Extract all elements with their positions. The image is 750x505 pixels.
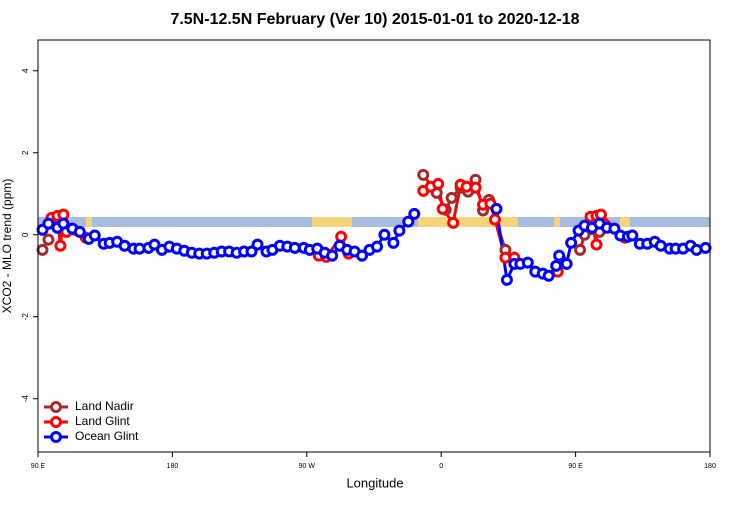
data-point xyxy=(560,257,573,270)
background-band xyxy=(38,217,710,227)
x-tick-label: 0 xyxy=(439,463,443,470)
data-point xyxy=(521,256,534,269)
plot-area xyxy=(36,168,712,286)
x-axis-label: Longitude xyxy=(346,475,403,490)
data-point xyxy=(402,215,415,228)
data-point xyxy=(626,229,639,242)
legend-label: Land Glint xyxy=(75,414,130,428)
x-tick-label: 180 xyxy=(704,463,716,470)
legend-label: Ocean Glint xyxy=(75,429,139,443)
data-point xyxy=(550,259,563,272)
data-point xyxy=(335,230,348,243)
y-tick-label: 2 xyxy=(21,150,30,155)
data-point xyxy=(553,249,566,262)
x-tick-label: 90 E xyxy=(568,463,583,470)
y-tick-label: 0 xyxy=(21,232,30,237)
data-point xyxy=(356,249,369,262)
data-point xyxy=(542,269,555,282)
data-point xyxy=(447,216,460,229)
data-point xyxy=(54,239,67,252)
data-point xyxy=(469,181,482,194)
data-point xyxy=(393,224,406,237)
plot-frame xyxy=(37,39,711,453)
data-point xyxy=(42,217,55,230)
data-point xyxy=(370,240,383,253)
data-point xyxy=(445,191,458,204)
data-point xyxy=(590,238,603,251)
y-tick-label: -2 xyxy=(21,313,30,321)
data-point xyxy=(378,228,391,241)
y-tick-label: -4 xyxy=(21,395,30,403)
data-point xyxy=(574,243,587,256)
data-point xyxy=(326,249,339,262)
data-point xyxy=(699,241,712,254)
data-point xyxy=(488,213,501,226)
data-point xyxy=(73,225,86,238)
data-point xyxy=(251,238,264,251)
data-point xyxy=(417,168,430,181)
data-point xyxy=(500,273,513,286)
data-point xyxy=(490,202,503,215)
data-point xyxy=(608,222,621,235)
data-point xyxy=(436,202,449,215)
data-point xyxy=(245,245,258,258)
series-line xyxy=(50,181,626,272)
x-tick-label: 90 W xyxy=(299,463,316,470)
series-line xyxy=(41,173,600,251)
x-tick-label: 180 xyxy=(167,463,179,470)
data-point xyxy=(88,229,101,242)
y-tick-label: 4 xyxy=(21,68,30,73)
data-point xyxy=(42,233,55,246)
data-point xyxy=(387,236,400,249)
data-point xyxy=(432,177,445,190)
data-point xyxy=(36,243,49,256)
legend-marker xyxy=(50,416,62,428)
chart-title: 7.5N-12.5N February (Ver 10) 2015-01-01 … xyxy=(170,11,579,28)
data-point xyxy=(565,236,578,249)
data-point xyxy=(57,217,70,230)
x-tick-label: 90 E xyxy=(31,463,46,470)
data-point xyxy=(408,207,421,220)
data-point xyxy=(594,208,607,221)
y-axis-label: XCO2 - MLO trend (ppm) xyxy=(0,179,14,314)
legend-marker xyxy=(50,431,62,443)
legend-label: Land Nadir xyxy=(75,399,134,413)
data-point xyxy=(148,238,161,251)
legend-marker xyxy=(50,401,62,413)
